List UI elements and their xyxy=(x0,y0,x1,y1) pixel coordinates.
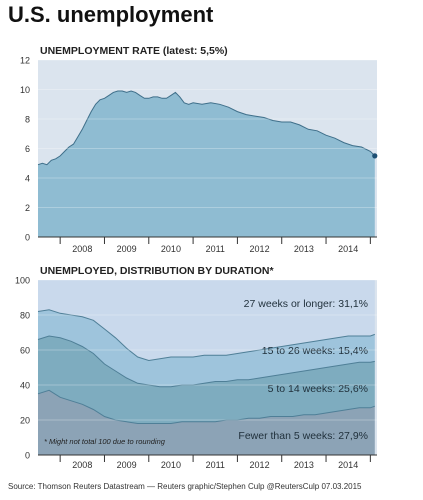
x-tick-label-2-5: 2013 xyxy=(294,460,314,470)
series-label-3: 15 to 26 weeks: 15,4% xyxy=(262,345,368,357)
band-15-to-26-weeks-line xyxy=(37,309,375,362)
series-label-2: 5 to 14 weeks: 25,6% xyxy=(268,383,368,395)
band-5-to-14-weeks xyxy=(38,336,375,424)
y-tick-label-2-2: 40 xyxy=(20,381,30,391)
page-title: U.S. unemployment xyxy=(8,2,214,27)
unemployment-area xyxy=(38,91,375,237)
unemployment-line xyxy=(37,90,376,166)
x-tick-label-1-1: 2009 xyxy=(117,244,137,254)
x-tick-label-1-6: 2014 xyxy=(338,244,358,254)
x-tick-label-1-5: 2013 xyxy=(294,244,314,254)
x-tick-label-2-2: 2010 xyxy=(161,460,181,470)
source-note: Source: Thomson Reuters Datastream — Reu… xyxy=(8,482,362,491)
y-tick-label-1-5: 10 xyxy=(20,85,30,95)
y-tick-label-1-6: 12 xyxy=(20,56,30,66)
band-27-weeks-or-longer xyxy=(38,280,375,361)
chart-title-2: UNEMPLOYED, DISTRIBUTION BY DURATION* xyxy=(40,265,274,277)
band-fewer-than-5-weeks-line xyxy=(37,389,375,424)
y-tick-label-2-4: 80 xyxy=(20,311,30,321)
band-5-to-14-weeks-line xyxy=(37,335,375,388)
y-tick-label-2-3: 60 xyxy=(20,346,30,356)
y-tick-label-2-0: 0 xyxy=(25,451,30,461)
footnote: * Might not total 100 due to rounding xyxy=(44,437,166,446)
x-tick-label-1-4: 2012 xyxy=(250,244,270,254)
band-15-to-26-weeks xyxy=(38,309,375,387)
y-tick-label-1-2: 4 xyxy=(25,174,30,184)
y-tick-label-2-5: 100 xyxy=(15,276,30,286)
series-label-1: Fewer than 5 weeks: 27,9% xyxy=(238,430,368,442)
x-tick-label-2-6: 2014 xyxy=(338,460,358,470)
chart-title-1: UNEMPLOYMENT RATE (latest: 5,5%) xyxy=(40,45,228,57)
x-tick-label-1-3: 2011 xyxy=(206,244,225,254)
x-tick-label-2-3: 2011 xyxy=(206,460,225,470)
x-tick-label-2-1: 2009 xyxy=(117,460,137,470)
latest-point xyxy=(372,153,378,159)
y-tick-label-2-1: 20 xyxy=(20,416,30,426)
x-tick-label-2-4: 2012 xyxy=(250,460,270,470)
y-tick-label-1-1: 2 xyxy=(25,203,30,213)
series-label-4: 27 weeks or longer: 31,1% xyxy=(244,298,368,310)
x-tick-label-2-0: 2008 xyxy=(72,460,92,470)
y-tick-label-1-4: 8 xyxy=(25,115,30,125)
band-fewer-than-5-weeks xyxy=(38,390,375,455)
x-tick-label-1-0: 2008 xyxy=(72,244,92,254)
y-tick-label-1-0: 0 xyxy=(25,233,30,243)
x-tick-label-1-2: 2010 xyxy=(161,244,181,254)
y-tick-label-1-3: 6 xyxy=(25,144,30,154)
